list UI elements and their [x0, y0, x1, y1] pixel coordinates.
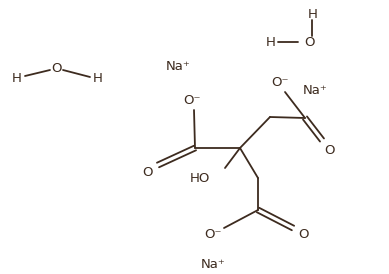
Text: O: O [299, 227, 309, 241]
Text: Na⁺: Na⁺ [166, 61, 190, 73]
Text: Na⁺: Na⁺ [303, 84, 328, 96]
Text: O: O [143, 167, 153, 179]
Text: H: H [93, 72, 103, 84]
Text: O⁻: O⁻ [204, 227, 222, 241]
Text: O: O [325, 144, 335, 156]
Text: H: H [12, 72, 22, 84]
Text: Na⁺: Na⁺ [201, 258, 225, 270]
Text: O⁻: O⁻ [271, 76, 289, 90]
Text: O⁻: O⁻ [183, 93, 201, 107]
Text: H: H [308, 8, 318, 21]
Text: H: H [266, 36, 276, 50]
Text: HO: HO [190, 172, 210, 184]
Text: O: O [305, 36, 315, 50]
Text: O: O [51, 61, 61, 75]
